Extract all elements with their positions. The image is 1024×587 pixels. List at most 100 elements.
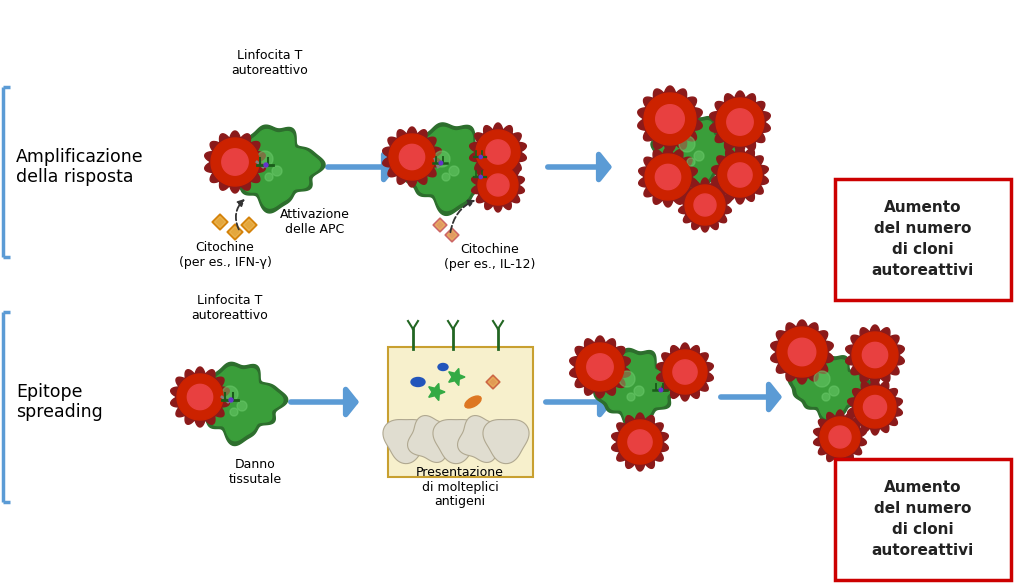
Polygon shape xyxy=(194,367,283,441)
Polygon shape xyxy=(408,416,455,463)
FancyBboxPatch shape xyxy=(388,347,534,477)
Polygon shape xyxy=(177,374,223,420)
Polygon shape xyxy=(211,138,259,186)
Polygon shape xyxy=(852,332,898,378)
Polygon shape xyxy=(429,383,445,400)
Polygon shape xyxy=(727,109,754,135)
Text: Attivazione
delle APC: Attivazione delle APC xyxy=(280,208,350,236)
Polygon shape xyxy=(433,420,479,464)
Polygon shape xyxy=(687,158,695,166)
Polygon shape xyxy=(226,130,321,208)
Polygon shape xyxy=(222,386,238,402)
Polygon shape xyxy=(222,125,325,213)
Polygon shape xyxy=(854,386,896,428)
Polygon shape xyxy=(679,136,695,152)
Polygon shape xyxy=(265,173,273,181)
Polygon shape xyxy=(227,224,243,240)
Text: Aumento
del numero
di cloni
autoreattivi: Aumento del numero di cloni autoreattivi xyxy=(871,480,974,558)
Polygon shape xyxy=(793,358,868,419)
Polygon shape xyxy=(434,151,450,167)
Text: Presentazione
di molteplici
antigeni: Presentazione di molteplici antigeni xyxy=(416,465,504,508)
Polygon shape xyxy=(822,393,830,401)
Ellipse shape xyxy=(465,396,481,408)
Polygon shape xyxy=(395,123,506,215)
Polygon shape xyxy=(442,173,450,181)
Polygon shape xyxy=(645,154,691,200)
Text: Citochine
(per es., IFN-γ): Citochine (per es., IFN-γ) xyxy=(178,241,271,269)
Text: Citochine
(per es., IL-12): Citochine (per es., IL-12) xyxy=(444,243,536,271)
Polygon shape xyxy=(710,91,770,153)
Polygon shape xyxy=(627,393,635,401)
Polygon shape xyxy=(483,420,529,464)
Polygon shape xyxy=(241,217,257,233)
Polygon shape xyxy=(862,342,888,367)
Polygon shape xyxy=(389,134,435,180)
Polygon shape xyxy=(472,158,524,212)
Polygon shape xyxy=(673,360,697,384)
Polygon shape xyxy=(655,119,735,188)
Polygon shape xyxy=(656,343,714,401)
Polygon shape xyxy=(187,384,213,410)
Polygon shape xyxy=(618,420,662,464)
Circle shape xyxy=(659,388,663,392)
Polygon shape xyxy=(189,362,288,446)
Polygon shape xyxy=(611,413,669,471)
Polygon shape xyxy=(383,127,441,187)
Polygon shape xyxy=(433,218,447,232)
Polygon shape xyxy=(814,371,830,387)
Polygon shape xyxy=(814,410,866,464)
Polygon shape xyxy=(383,420,429,464)
Polygon shape xyxy=(212,214,228,230)
Text: Amplificazione
della risposta: Amplificazione della risposta xyxy=(16,147,143,187)
Circle shape xyxy=(229,398,233,402)
Polygon shape xyxy=(820,417,860,457)
Polygon shape xyxy=(589,349,682,429)
Polygon shape xyxy=(230,408,238,416)
Circle shape xyxy=(479,176,482,178)
Text: Linfocita T
autoreattivo: Linfocita T autoreattivo xyxy=(191,294,268,322)
Polygon shape xyxy=(593,353,678,424)
Polygon shape xyxy=(651,114,740,193)
Polygon shape xyxy=(171,367,229,427)
Polygon shape xyxy=(476,130,520,174)
Polygon shape xyxy=(788,338,816,366)
Polygon shape xyxy=(655,104,684,133)
Polygon shape xyxy=(716,98,764,146)
Polygon shape xyxy=(205,131,265,193)
Text: Epitope
spreading: Epitope spreading xyxy=(16,383,102,421)
Polygon shape xyxy=(663,350,707,394)
Polygon shape xyxy=(829,426,851,448)
Polygon shape xyxy=(447,230,457,240)
Text: Danno
tissutale: Danno tissutale xyxy=(228,458,282,486)
Polygon shape xyxy=(628,430,652,454)
Polygon shape xyxy=(718,153,762,197)
Polygon shape xyxy=(587,354,613,380)
Polygon shape xyxy=(222,149,248,175)
Polygon shape xyxy=(694,194,716,216)
Polygon shape xyxy=(577,343,624,391)
Polygon shape xyxy=(569,336,631,398)
Polygon shape xyxy=(478,165,518,205)
Polygon shape xyxy=(237,401,247,411)
Polygon shape xyxy=(449,166,459,176)
Polygon shape xyxy=(644,93,696,145)
Polygon shape xyxy=(400,127,501,211)
Polygon shape xyxy=(848,379,902,435)
Polygon shape xyxy=(449,369,465,386)
Polygon shape xyxy=(863,396,887,419)
Polygon shape xyxy=(229,227,241,238)
Polygon shape xyxy=(679,178,731,232)
Polygon shape xyxy=(458,416,505,463)
Polygon shape xyxy=(728,163,752,187)
Polygon shape xyxy=(694,151,705,161)
Circle shape xyxy=(264,163,268,167)
Polygon shape xyxy=(435,220,444,230)
Polygon shape xyxy=(445,228,459,242)
Polygon shape xyxy=(470,123,526,181)
Polygon shape xyxy=(214,217,225,228)
Ellipse shape xyxy=(438,363,449,370)
Polygon shape xyxy=(638,86,702,152)
Polygon shape xyxy=(487,174,509,196)
Polygon shape xyxy=(634,386,644,396)
Polygon shape xyxy=(685,185,725,225)
